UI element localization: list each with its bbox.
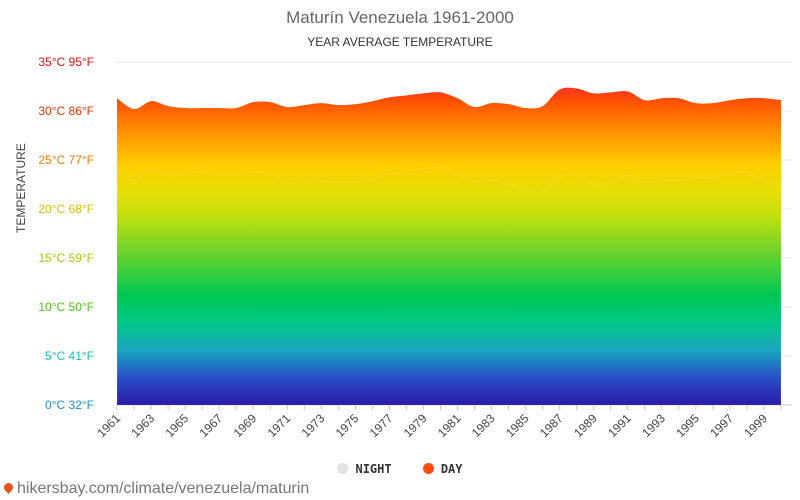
y-tick-label: 30°C 86°F <box>38 104 94 118</box>
chart-subtitle: YEAR AVERAGE TEMPERATURE <box>307 35 493 49</box>
x-tick-label: 1973 <box>299 411 328 440</box>
x-tick-label: 1969 <box>231 411 260 440</box>
x-tick-label: 1991 <box>605 411 634 440</box>
x-tick-label: 1999 <box>741 411 770 440</box>
legend-night-label: NIGHT <box>355 462 392 476</box>
y-tick-label: 25°C 77°F <box>38 153 94 167</box>
y-tick-label: 15°C 59°F <box>38 251 94 265</box>
y-tick-label: 35°C 95°F <box>38 55 94 69</box>
x-tick-label: 1997 <box>707 411 736 440</box>
legend: NIGHT DAY <box>0 462 800 476</box>
x-tick-label: 1985 <box>503 411 532 440</box>
x-tick-label: 1963 <box>128 411 157 440</box>
x-tick-label: 1977 <box>367 411 396 440</box>
footer-link[interactable]: hikersbay.com/climate/venezuela/maturin <box>2 480 310 498</box>
map-pin-icon <box>2 481 15 494</box>
night-dot-icon <box>337 463 349 474</box>
chart-title: Maturín Venezuela 1961-2000 <box>286 8 514 27</box>
legend-item-night[interactable]: NIGHT <box>337 462 392 476</box>
y-tick-label: 0°C 32°F <box>45 398 94 412</box>
x-tick-label: 1975 <box>333 411 362 440</box>
x-tick-label: 1979 <box>401 411 430 440</box>
y-tick-label: 10°C 50°F <box>38 300 94 314</box>
day-dot-icon <box>422 463 434 474</box>
x-tick-label: 1989 <box>571 411 600 440</box>
x-tick-label: 1995 <box>673 411 702 440</box>
legend-day-label: DAY <box>440 462 463 476</box>
x-tick-label: 1987 <box>537 411 566 440</box>
y-tick-label: 20°C 68°F <box>38 202 94 216</box>
x-tick-label: 1983 <box>469 411 498 440</box>
legend-item-day[interactable]: DAY <box>422 462 463 476</box>
x-tick-label: 1971 <box>265 411 294 440</box>
x-tick-label: 1967 <box>196 411 225 440</box>
x-tick-label: 1961 <box>94 411 123 440</box>
night-area-series <box>116 167 782 406</box>
x-tick-label: 1981 <box>435 411 464 440</box>
y-tick-label: 5°C 41°F <box>45 349 94 363</box>
x-tick-label: 1965 <box>162 411 191 440</box>
footer-text: hikersbay.com/climate/venezuela/maturin <box>17 480 310 497</box>
x-tick-label: 1993 <box>639 411 668 440</box>
